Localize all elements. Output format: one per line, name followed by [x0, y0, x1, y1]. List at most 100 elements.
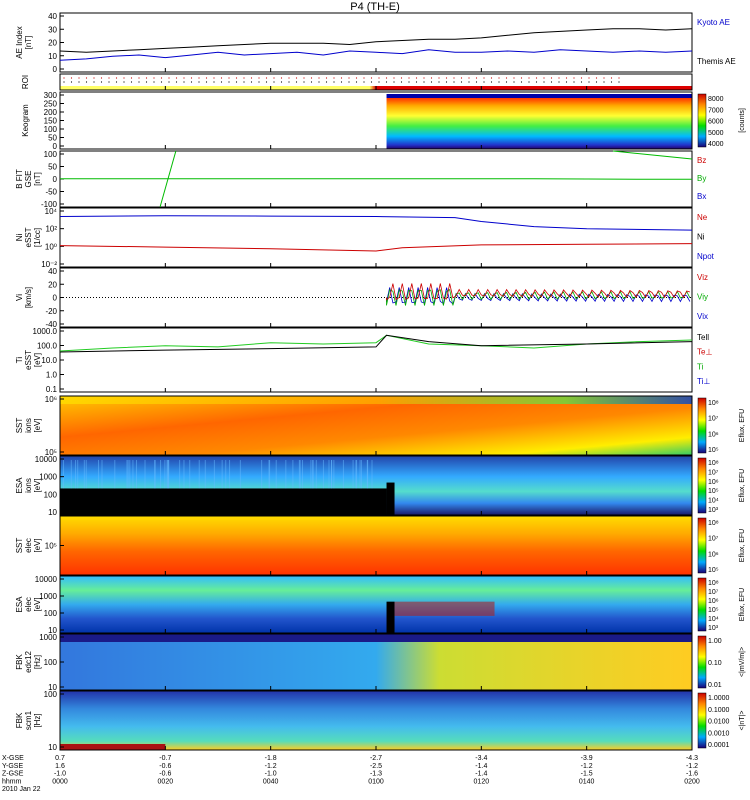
roi-dot — [378, 81, 379, 82]
colorbar-label: 10⁸ — [708, 520, 719, 527]
legend-entry: Viy — [697, 293, 708, 302]
esa-ions-black-region — [60, 488, 387, 515]
y-tick-label: 30 — [48, 25, 57, 34]
footer-tick-y: -1.2 — [265, 763, 277, 770]
roi-dot — [303, 81, 304, 82]
colorbar-label: 10⁵ — [708, 567, 719, 574]
roi-dot — [423, 77, 424, 78]
roi-dot — [371, 77, 372, 78]
ylabel-line: AE Index — [15, 26, 24, 58]
colorbar-label: 10⁸ — [708, 460, 719, 467]
roi-dot — [116, 77, 117, 78]
roi-dot — [558, 81, 559, 82]
roi-dot — [221, 77, 222, 78]
footer-tick-z: -1.5 — [581, 771, 593, 778]
roi-dot — [63, 77, 64, 78]
roi-dot — [236, 77, 237, 78]
footer-tick-x: -3.4 — [475, 755, 487, 762]
roi-dot — [341, 77, 342, 78]
colorbar-label: 1.0000 — [708, 695, 730, 702]
keogram-image — [387, 98, 692, 149]
roi-dot — [491, 77, 492, 78]
footer-row-label: Y-GSE — [2, 763, 23, 770]
keogram-top-band — [387, 94, 692, 98]
footer-tick-y: -1.4 — [475, 763, 487, 770]
y-tick-label: 1000 — [39, 473, 57, 482]
fbk-edc-top — [60, 634, 692, 642]
colorbar — [698, 458, 706, 513]
colorbar-label: 10⁶ — [708, 551, 719, 558]
roi-dot — [536, 81, 537, 82]
panel-ylabel: SSTions[eV] — [15, 418, 42, 434]
panel-ylabel: AE Index[nT] — [15, 26, 33, 58]
roi-dot — [213, 81, 214, 82]
ylabel-line: [nT] — [33, 172, 42, 186]
ylabel-line: [eV] — [33, 418, 42, 432]
roi-dot — [483, 81, 484, 82]
roi-dot — [581, 77, 582, 78]
colorbar-label: 10⁷ — [708, 469, 719, 476]
ylabel-line: elec — [24, 538, 33, 553]
colorbar-label: 10⁶ — [708, 598, 719, 605]
roi-dot — [116, 81, 117, 82]
roi-dot — [123, 77, 124, 78]
y-tick-label: 10.0 — [41, 356, 57, 365]
roi-dot — [71, 81, 72, 82]
footer-tick-y: -1.2 — [581, 763, 593, 770]
colorbar-label: 10⁶ — [708, 431, 719, 438]
roi-dot — [191, 81, 192, 82]
colorbar — [698, 398, 706, 453]
roi-dot — [341, 81, 342, 82]
ylabel-line: [Hz] — [33, 655, 42, 669]
roi-dot — [416, 77, 417, 78]
roi-dot — [356, 81, 357, 82]
y-tick-label: 20 — [48, 280, 57, 289]
roi-dot — [596, 81, 597, 82]
roi-dot — [566, 81, 567, 82]
roi-dot — [311, 81, 312, 82]
roi-dot — [431, 77, 432, 78]
roi-dot — [131, 81, 132, 82]
roi-dot — [333, 81, 334, 82]
colorbar-title: Eflux, EFU — [739, 588, 746, 621]
roi-dot — [491, 81, 492, 82]
colorbar-label: 5000 — [708, 130, 724, 137]
legend-entry: Tell — [697, 333, 709, 342]
y-tick-label: 0.1 — [46, 385, 58, 394]
ylabel-line: B FIT — [15, 169, 24, 189]
roi-dot — [611, 81, 612, 82]
roi-dot — [101, 77, 102, 78]
panel-ylabel: NieSST[1/cc] — [15, 227, 42, 247]
y-tick-label: 100 — [44, 609, 58, 618]
footer-tick-z: -1.6 — [686, 771, 698, 778]
roi-dot — [311, 77, 312, 78]
ylabel-line: FBK — [15, 654, 24, 670]
colorbar-label: 10⁵ — [708, 607, 719, 614]
roi-dot — [371, 81, 372, 82]
panel-frame — [60, 328, 692, 392]
roi-dot — [461, 77, 462, 78]
legend-entry: Kyoto AE — [697, 18, 730, 27]
roi-dot — [318, 77, 319, 78]
footer-tick-z: -1.0 — [54, 771, 66, 778]
series-line-tell — [60, 335, 692, 352]
esa-elec-image — [60, 576, 692, 633]
roi-dot — [206, 81, 207, 82]
roi-dot — [243, 77, 244, 78]
roi-dot — [198, 77, 199, 78]
roi-dot — [131, 77, 132, 78]
footer-tick-y: -1.2 — [686, 763, 698, 770]
panel-ylabel: Keogram — [21, 104, 30, 137]
roi-dot — [221, 81, 222, 82]
roi-dot — [333, 77, 334, 78]
y-tick-label: 40 — [48, 267, 57, 276]
sst-ions-top — [60, 396, 692, 404]
roi-dot — [296, 77, 297, 78]
roi-dot — [581, 81, 582, 82]
y-tick-label: 10 — [48, 743, 57, 752]
roi-dot — [176, 77, 177, 78]
roi-dot — [108, 77, 109, 78]
roi-dot — [453, 81, 454, 82]
footer-row-label: hhmm — [2, 778, 22, 785]
colorbar-label: 10⁸ — [708, 580, 719, 587]
